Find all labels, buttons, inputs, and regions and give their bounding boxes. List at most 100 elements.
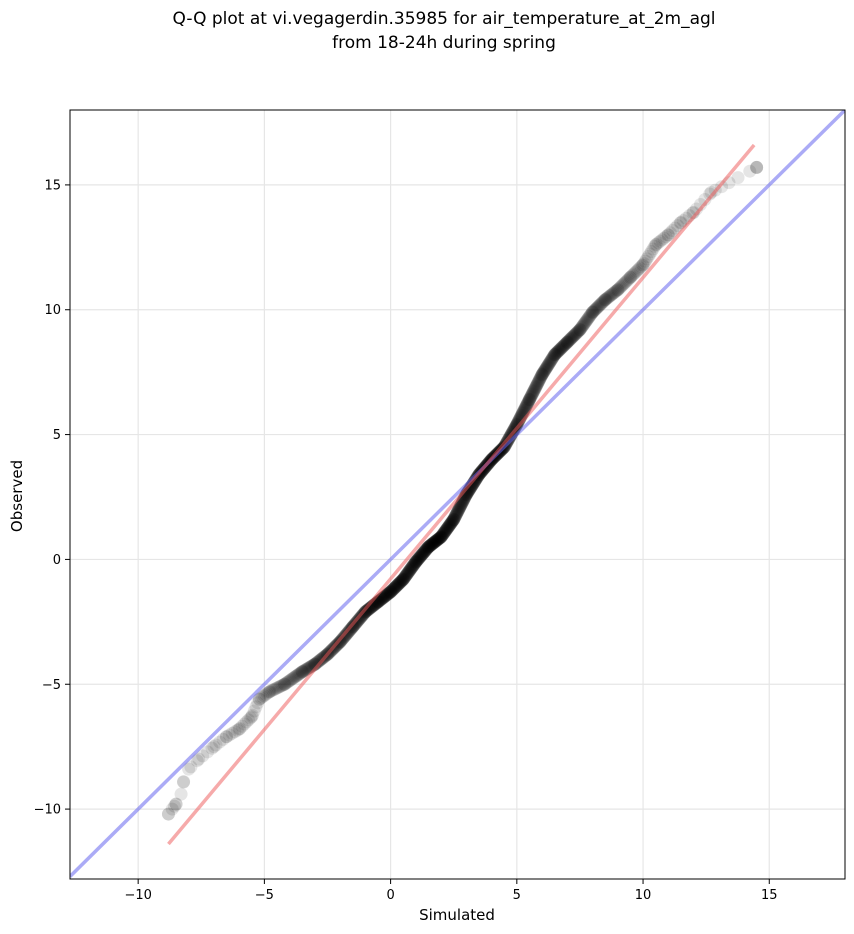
qq-point bbox=[623, 270, 637, 284]
qq-point bbox=[636, 258, 650, 272]
qq-point bbox=[410, 554, 424, 568]
qq-point bbox=[634, 260, 648, 274]
qq-point bbox=[425, 537, 439, 551]
qq-point bbox=[427, 536, 441, 550]
qq-point bbox=[438, 524, 452, 538]
qq-point bbox=[433, 531, 447, 545]
y-tick-label: 10 bbox=[44, 303, 61, 318]
qq-point bbox=[554, 341, 568, 355]
qq-point bbox=[575, 320, 589, 334]
qq-point bbox=[558, 338, 572, 352]
qq-point bbox=[566, 329, 580, 343]
qq-point bbox=[392, 576, 406, 590]
qq-point bbox=[586, 305, 600, 319]
qq-point bbox=[410, 553, 424, 567]
identity-line bbox=[70, 110, 845, 878]
qq-point bbox=[627, 267, 641, 281]
qq-point bbox=[610, 284, 624, 298]
qq-point bbox=[399, 568, 413, 582]
qq-point bbox=[644, 245, 658, 259]
qq-point bbox=[404, 562, 418, 576]
qq-point bbox=[560, 336, 574, 350]
qq-point bbox=[623, 271, 637, 285]
x-tick-label: 15 bbox=[761, 888, 778, 903]
qq-point bbox=[581, 312, 595, 326]
qq-point bbox=[384, 585, 398, 599]
qq-point bbox=[548, 348, 562, 362]
qq-point bbox=[537, 365, 551, 379]
qq-point bbox=[525, 387, 539, 401]
qq-point bbox=[205, 741, 219, 755]
qq-point bbox=[406, 559, 420, 573]
qq-point bbox=[602, 290, 616, 304]
qq-point bbox=[520, 397, 534, 411]
qq-point bbox=[381, 587, 395, 601]
qq-point bbox=[407, 558, 421, 572]
qq-point bbox=[579, 314, 593, 328]
qq-point bbox=[292, 667, 306, 681]
qq-point bbox=[387, 582, 401, 596]
qq-point bbox=[389, 579, 403, 593]
x-tick-label: 10 bbox=[635, 888, 652, 903]
qq-point bbox=[545, 352, 559, 366]
qq-point bbox=[625, 268, 639, 282]
qq-point bbox=[393, 575, 407, 589]
qq-point bbox=[435, 529, 449, 543]
qq-point bbox=[285, 672, 299, 686]
qq-point bbox=[169, 797, 183, 811]
qq-point bbox=[439, 524, 453, 538]
qq-point bbox=[509, 418, 523, 432]
qq-point bbox=[595, 296, 609, 310]
qq-point bbox=[649, 237, 663, 251]
qq-point bbox=[617, 277, 631, 291]
qq-point bbox=[522, 393, 536, 407]
qq-point bbox=[530, 378, 544, 392]
qq-point bbox=[296, 664, 310, 678]
qq-point bbox=[574, 322, 588, 336]
qq-point bbox=[611, 283, 625, 297]
qq-point bbox=[416, 547, 430, 561]
qq-point bbox=[384, 584, 398, 598]
qq-point bbox=[434, 530, 448, 544]
qq-point bbox=[453, 501, 467, 515]
qq-point bbox=[242, 713, 256, 727]
qq-point bbox=[247, 704, 261, 718]
qq-point bbox=[411, 553, 425, 567]
qq-point bbox=[648, 239, 662, 253]
qq-point bbox=[436, 527, 450, 541]
x-tick-label: −5 bbox=[255, 888, 274, 903]
qq-point bbox=[412, 552, 426, 566]
qq-point bbox=[452, 501, 466, 515]
qq-point bbox=[532, 374, 546, 388]
qq-point bbox=[446, 513, 460, 527]
qq-point bbox=[420, 542, 434, 556]
qq-point bbox=[417, 545, 431, 559]
qq-point bbox=[431, 532, 445, 546]
qq-point bbox=[448, 509, 462, 523]
reference-lines bbox=[70, 110, 845, 878]
qq-point bbox=[443, 517, 457, 531]
qq-point bbox=[451, 504, 465, 518]
y-tick-label: 5 bbox=[53, 428, 61, 443]
qq-point bbox=[310, 656, 324, 670]
qq-point bbox=[380, 588, 394, 602]
qq-point bbox=[402, 565, 416, 579]
qq-point bbox=[553, 343, 567, 357]
qq-point bbox=[383, 586, 397, 600]
qq-point bbox=[401, 566, 415, 580]
qq-point bbox=[593, 298, 607, 312]
plot-frame bbox=[69, 109, 846, 880]
qq-point bbox=[535, 367, 549, 381]
qq-point bbox=[434, 530, 448, 544]
qq-point bbox=[451, 504, 465, 518]
qq-point bbox=[448, 511, 462, 525]
qq-point bbox=[614, 280, 628, 294]
qq-point bbox=[547, 349, 561, 363]
qq-point bbox=[419, 543, 433, 557]
qq-point bbox=[590, 301, 604, 315]
qq-point bbox=[393, 575, 407, 589]
qq-point bbox=[416, 546, 430, 560]
qq-point bbox=[511, 416, 525, 430]
qq-point bbox=[397, 572, 411, 586]
qq-point bbox=[556, 339, 570, 353]
